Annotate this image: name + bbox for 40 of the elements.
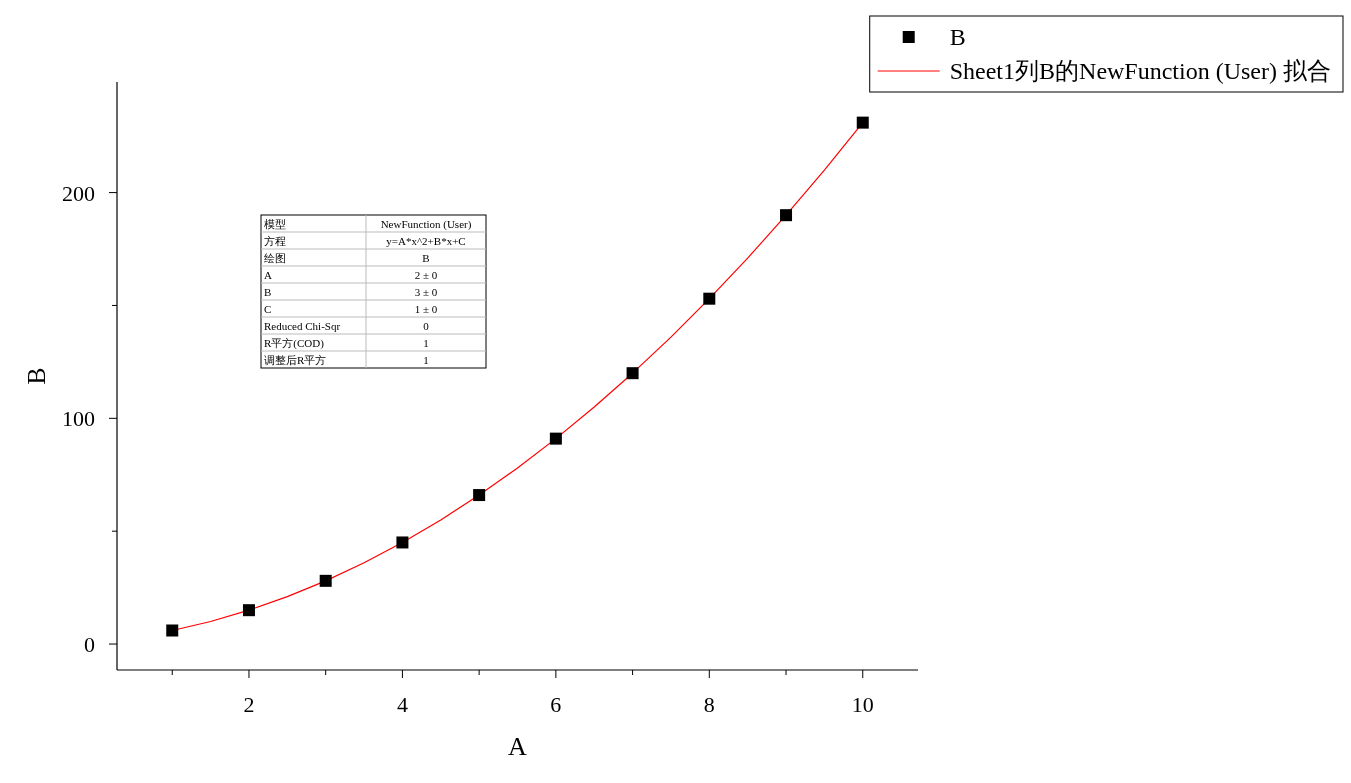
x-tick-label: 4 (396, 692, 408, 717)
x-tick-label: 10 (851, 692, 874, 717)
point (856, 116, 869, 129)
annotation: 1 ± 0 (414, 303, 438, 315)
annotation: 3 ± 0 (414, 286, 438, 298)
y-axis-title: B (22, 367, 51, 385)
annotation: R平方(COD) (264, 337, 325, 350)
annotation: 0 (423, 320, 430, 332)
point (780, 209, 793, 222)
point (703, 292, 716, 305)
annotation: C (264, 303, 272, 315)
x-tick-label: 6 (550, 692, 562, 717)
legend-label: Sheet1列B的NewFunction (User) 拟合 (949, 58, 1331, 84)
point (549, 432, 562, 445)
annotation: B (422, 252, 430, 264)
annotation: 方程 (264, 235, 286, 247)
point (166, 624, 179, 637)
annotation: 1 (423, 354, 429, 366)
y-tick-label: 200 (62, 180, 95, 206)
x-axis-title: A (508, 732, 528, 761)
annotation: 绘图 (264, 252, 286, 264)
annotation: 模型 (264, 218, 286, 230)
x-tick-label: 2 (243, 692, 255, 717)
annotation: y=A*x^2+B*x+C (386, 235, 466, 247)
annotation: 调整后R平方 (264, 354, 327, 366)
y-tick-label: 0 (84, 632, 95, 658)
point (396, 536, 409, 549)
x-tick-label: 8 (703, 692, 715, 717)
legend-label: B (949, 24, 966, 50)
annotation: NewFunction (User) (380, 218, 472, 231)
y-tick-label: 100 (62, 406, 95, 432)
point (626, 367, 639, 380)
annotation: A (264, 269, 272, 281)
annotation: B (264, 286, 272, 298)
annotation: Reduced Chi-Sqr (264, 320, 341, 332)
point (242, 604, 255, 617)
annotation: 1 (423, 337, 429, 349)
point (319, 574, 332, 587)
point (473, 489, 486, 502)
annotation: 2 ± 0 (414, 269, 438, 281)
